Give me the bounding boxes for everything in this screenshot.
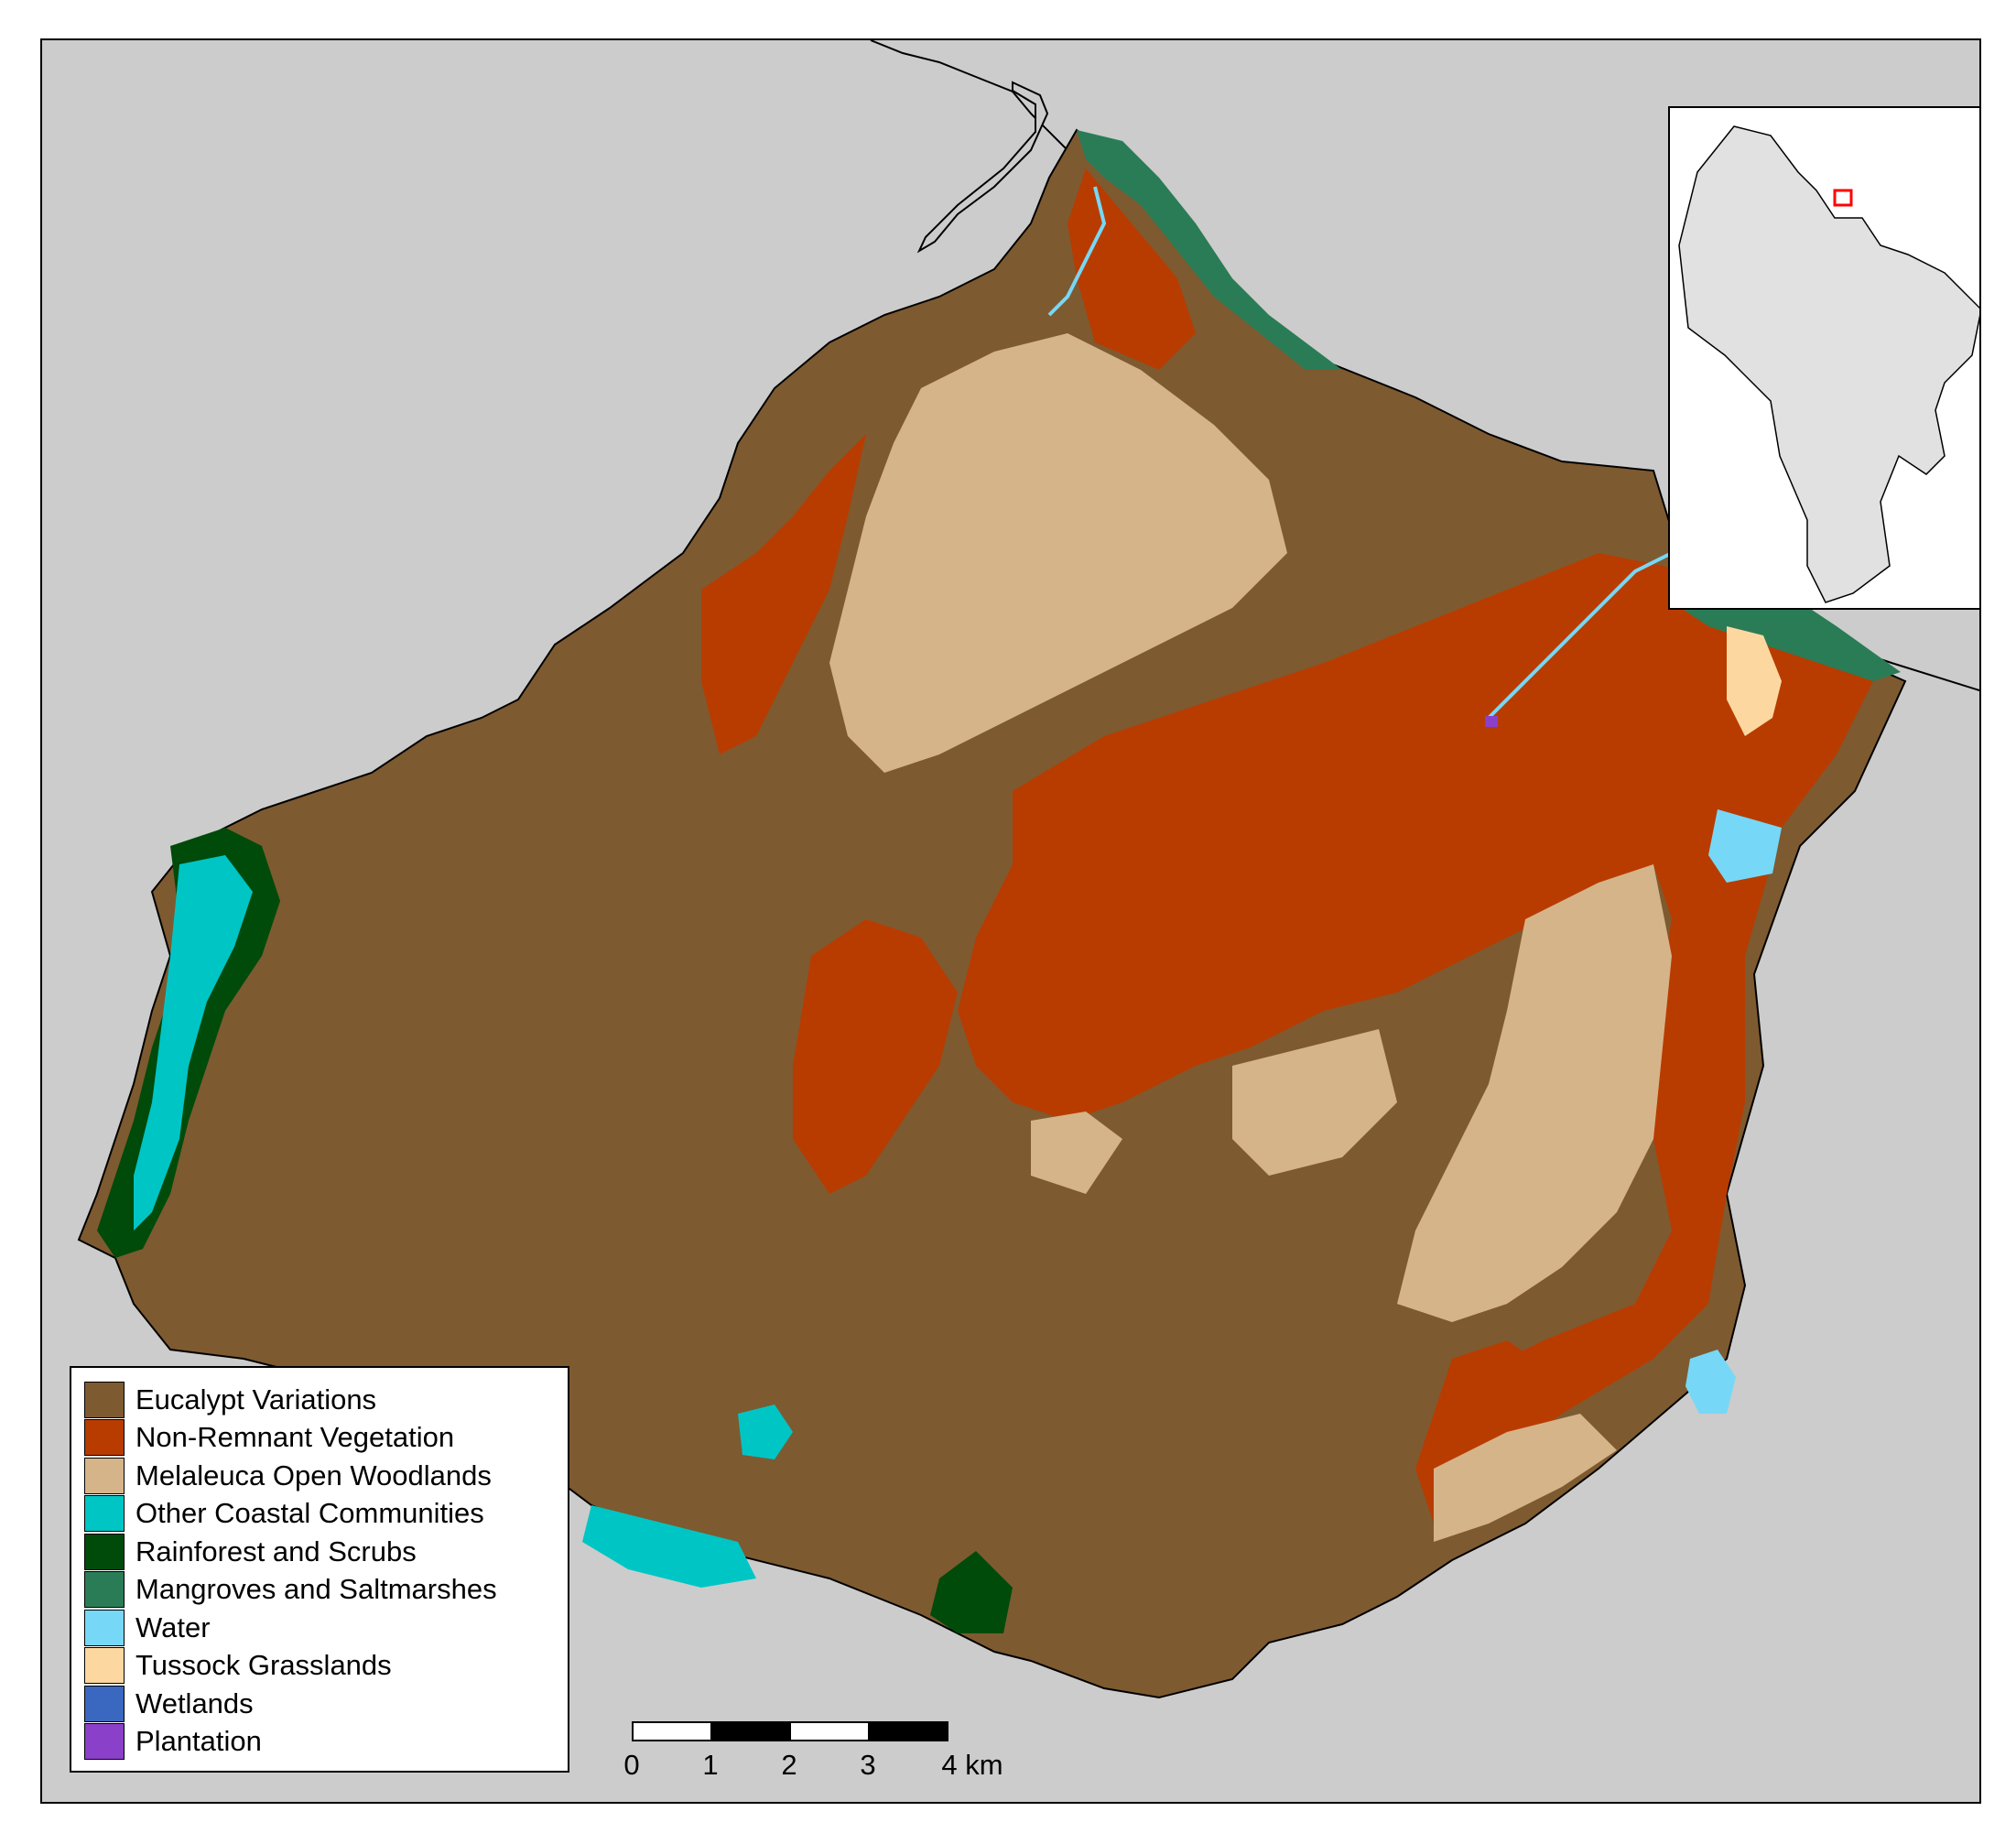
scale-bar-label: 3 xyxy=(860,1749,876,1781)
scale-bar-segment xyxy=(710,1721,791,1741)
scale-bar-segment xyxy=(632,1721,712,1741)
legend-item: Tussock Grasslands xyxy=(84,1647,568,1686)
region-coastal-south xyxy=(582,1505,756,1588)
legend-label: Mangroves and Saltmarshes xyxy=(135,1573,497,1606)
legend-item: Eucalypt Variations xyxy=(84,1381,568,1419)
scale-bar-label: 4 km xyxy=(941,1749,1003,1781)
legend-item: Water xyxy=(84,1609,568,1647)
legend-swatch xyxy=(84,1571,125,1609)
legend-swatch xyxy=(84,1495,125,1533)
legend-label: Other Coastal Communities xyxy=(135,1497,484,1530)
river-inlet xyxy=(916,81,1049,254)
scale-bar-label: 0 xyxy=(623,1749,640,1781)
legend-swatch xyxy=(84,1723,125,1761)
legend-label: Non-Remnant Vegetation xyxy=(135,1421,455,1454)
region-tussock xyxy=(1727,626,1782,736)
legend-label: Plantation xyxy=(135,1725,262,1758)
scale-bar-label: 1 xyxy=(702,1749,719,1781)
region-melaleuca-sw xyxy=(1232,1029,1397,1176)
locator-inset xyxy=(1668,106,1979,610)
legend-label: Tussock Grasslands xyxy=(135,1649,392,1682)
legend-swatch xyxy=(84,1685,125,1722)
river-line xyxy=(1047,186,1107,317)
legend-swatch xyxy=(84,1609,125,1646)
legend-swatch xyxy=(84,1381,125,1418)
region-coastal-pond xyxy=(738,1405,793,1459)
water-body-2 xyxy=(1685,1350,1736,1414)
legend-item: Non-Remnant Vegetation xyxy=(84,1419,568,1458)
legend-swatch xyxy=(84,1419,125,1457)
map-canvas xyxy=(77,40,1979,1699)
region-nonremnant-north xyxy=(1068,168,1196,370)
legend-label: Melaleuca Open Woodlands xyxy=(135,1459,492,1491)
river-line-2 xyxy=(1487,551,1673,720)
region-nonremnant-mid xyxy=(793,919,958,1194)
inset-highlight-box xyxy=(1833,189,1853,207)
region-mangroves-north xyxy=(1077,130,1342,370)
region-nonremnant-west xyxy=(701,434,866,754)
legend-item: Wetlands xyxy=(84,1685,568,1723)
inset-region-outline xyxy=(1678,125,1979,603)
scale-bar-segment xyxy=(868,1721,948,1741)
map-legend: Eucalypt Variations Non-Remnant Vegetatio… xyxy=(70,1366,569,1773)
legend-item: Other Coastal Communities xyxy=(84,1495,568,1534)
legend-swatch xyxy=(84,1533,125,1570)
region-melaleuca-southeast xyxy=(1434,1414,1617,1542)
region-rainforest-south xyxy=(930,1551,1013,1633)
region-nonremnant-central xyxy=(958,553,1873,1505)
legend-item: Mangroves and Saltmarshes xyxy=(84,1571,568,1610)
water-body-1 xyxy=(1708,809,1782,883)
region-plantation xyxy=(1485,716,1498,727)
legend-label: Water xyxy=(135,1611,211,1643)
legend-label: Wetlands xyxy=(135,1687,254,1719)
region-melaleuca-north xyxy=(829,333,1287,773)
legend-label: Rainforest and Scrubs xyxy=(135,1535,417,1567)
legend-swatch xyxy=(84,1457,125,1494)
legend-swatch xyxy=(84,1647,125,1685)
region-coastal-west xyxy=(134,855,253,1231)
legend-item: Rainforest and Scrubs xyxy=(84,1533,568,1571)
scale-bar-segment xyxy=(789,1721,870,1741)
legend-item: Plantation xyxy=(84,1723,568,1762)
scale-bar-label: 2 xyxy=(781,1749,797,1781)
scale-bar: 0 1 2 3 4 km xyxy=(623,1721,1053,1785)
legend-item: Melaleuca Open Woodlands xyxy=(84,1457,568,1495)
legend-label: Eucalypt Variations xyxy=(135,1383,377,1415)
region-melaleuca-sw2 xyxy=(1031,1112,1122,1194)
region-melaleuca-east xyxy=(1397,864,1672,1322)
